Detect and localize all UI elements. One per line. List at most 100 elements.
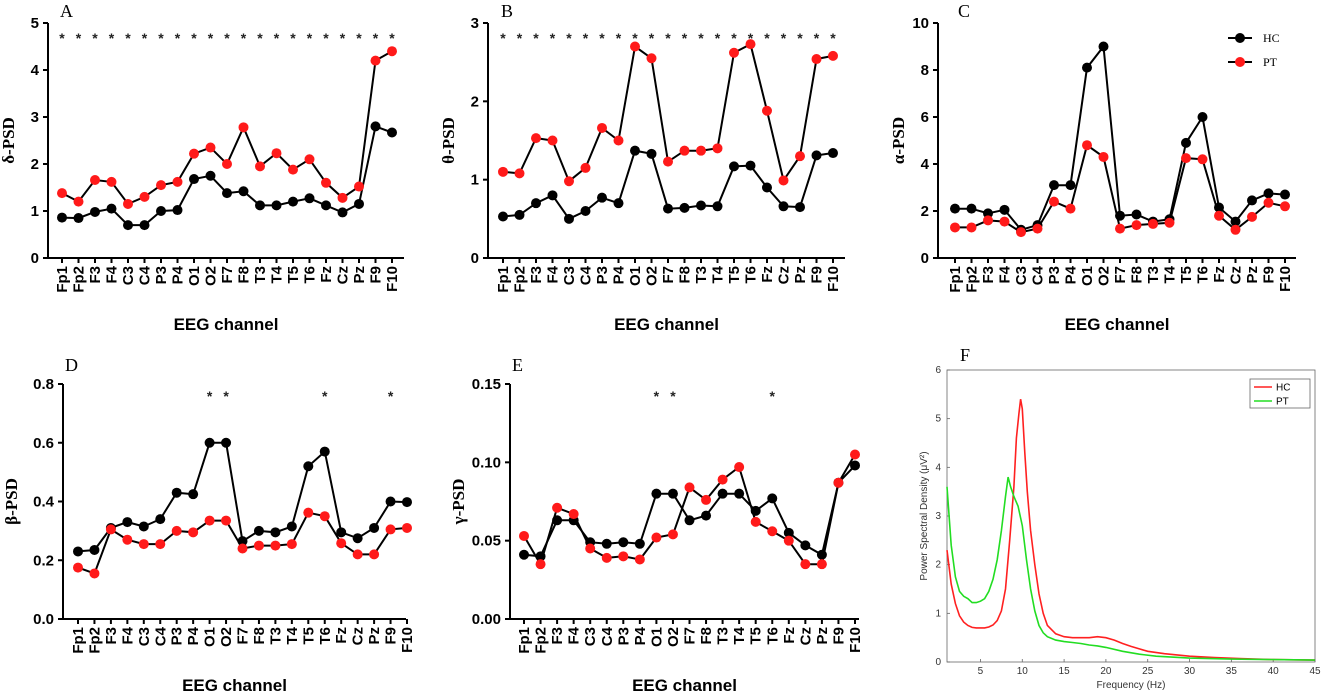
x-tick-label: F7 [1112, 266, 1129, 284]
data-point-hc [1263, 188, 1274, 199]
data-point-hc [795, 202, 805, 213]
x-tick-label: F9 [383, 627, 400, 645]
y-tick-label: 0.05 [472, 533, 501, 550]
significance-star: * [566, 30, 572, 46]
data-point-hc [205, 170, 216, 181]
y-tick-label: 0.15 [472, 376, 501, 393]
data-point-pt [1164, 217, 1175, 228]
x-tick-label: 15 [1059, 666, 1071, 677]
x-axis-label: EEG channel [1065, 315, 1170, 334]
x-tick-label: T3 [267, 627, 284, 645]
significance-star: * [109, 30, 115, 46]
x-tick-label: T6 [302, 266, 319, 284]
x-tick-label: F3 [549, 627, 566, 645]
x-tick-label: O1 [186, 266, 203, 286]
significance-star: * [322, 388, 328, 404]
data-point-hc [745, 160, 756, 171]
significance-star: * [797, 30, 803, 46]
panel-label: E [512, 355, 523, 375]
y-tick-label: 1 [935, 608, 941, 619]
data-point-pt [514, 168, 525, 179]
data-point-pt [833, 477, 844, 488]
x-axis-label: EEG channel [174, 315, 279, 334]
data-point-hc [138, 521, 149, 532]
data-point-pt [370, 55, 381, 66]
data-point-pt [950, 222, 960, 233]
y-tick-label: 0 [935, 657, 941, 668]
data-point-hc [271, 200, 282, 211]
data-point-hc [255, 200, 265, 211]
x-tick-label: 25 [1142, 666, 1154, 677]
data-point-hc [729, 161, 739, 172]
data-point-hc [630, 145, 640, 156]
significance-star: * [142, 30, 148, 46]
panel-label: A [60, 1, 73, 21]
x-tick-label: Cz [1228, 266, 1245, 284]
x-tick-label: P3 [1046, 266, 1063, 284]
significance-star: * [731, 30, 737, 46]
data-point-pt [352, 549, 363, 560]
x-tick-label: P3 [615, 627, 632, 645]
significance-star: * [665, 30, 671, 46]
data-point-hc [90, 206, 100, 217]
data-point-hc [1230, 216, 1241, 227]
x-tick-label: F3 [980, 266, 997, 284]
data-point-hc [1280, 189, 1290, 200]
data-point-pt [667, 529, 678, 540]
data-point-pt [696, 145, 706, 156]
data-point-hc [73, 546, 83, 557]
data-point-pt [1148, 218, 1158, 229]
x-tick-label: F4 [566, 626, 583, 644]
data-point-hc [800, 540, 811, 551]
data-point-pt [172, 176, 183, 187]
data-point-hc [734, 488, 745, 499]
significance-star: * [356, 30, 362, 46]
x-tick-label: Fp1 [54, 266, 71, 293]
x-tick-label: 40 [1268, 666, 1280, 677]
data-point-hc [767, 493, 778, 504]
y-tick-label: 0 [471, 250, 479, 267]
x-tick-label: O2 [218, 627, 235, 647]
data-point-hc [1131, 209, 1142, 220]
data-point-pt [630, 41, 640, 52]
data-point-pt [286, 539, 297, 550]
legend-label: HC [1263, 31, 1280, 45]
y-tick-label: 3 [471, 15, 479, 32]
significance-star: * [781, 30, 787, 46]
significance-star: * [340, 30, 346, 46]
x-tick-label: T4 [269, 265, 286, 283]
significance-star: * [307, 30, 313, 46]
y-axis-label: β-PSD [2, 478, 21, 525]
data-point-pt [138, 539, 149, 550]
x-tick-label: O2 [665, 627, 682, 647]
data-point-pt [1032, 223, 1043, 234]
data-point-hc [597, 192, 607, 203]
x-tick-label: P4 [185, 626, 202, 645]
x-tick-label: F4 [545, 265, 562, 283]
data-point-pt [1016, 227, 1026, 238]
data-point-hc [580, 206, 591, 216]
x-axis-label: EEG channel [614, 315, 719, 334]
x-tick-label: Fp1 [947, 266, 964, 293]
x-tick-label: Pz [814, 627, 831, 645]
significance-star: * [191, 30, 197, 46]
x-tick-label: T3 [715, 627, 732, 645]
data-point-hc [966, 203, 977, 214]
data-point-hc [155, 514, 166, 525]
data-point-pt [651, 532, 662, 543]
x-tick-label: Fz [1211, 266, 1228, 283]
data-point-pt [1181, 153, 1191, 164]
x-tick-label: P4 [611, 265, 628, 284]
data-point-pt [354, 181, 364, 192]
y-axis-label: Power Spectral Density (μV²) [919, 451, 930, 580]
x-tick-label: F7 [682, 627, 699, 645]
x-tick-label: Fz [759, 266, 776, 283]
data-point-pt [253, 540, 264, 551]
plot-frame [946, 369, 1316, 663]
data-point-pt [800, 559, 811, 570]
data-point-pt [204, 515, 215, 526]
panel-label: F [960, 345, 970, 365]
x-tick-label: C4 [1030, 265, 1047, 285]
significance-star: * [257, 30, 263, 46]
